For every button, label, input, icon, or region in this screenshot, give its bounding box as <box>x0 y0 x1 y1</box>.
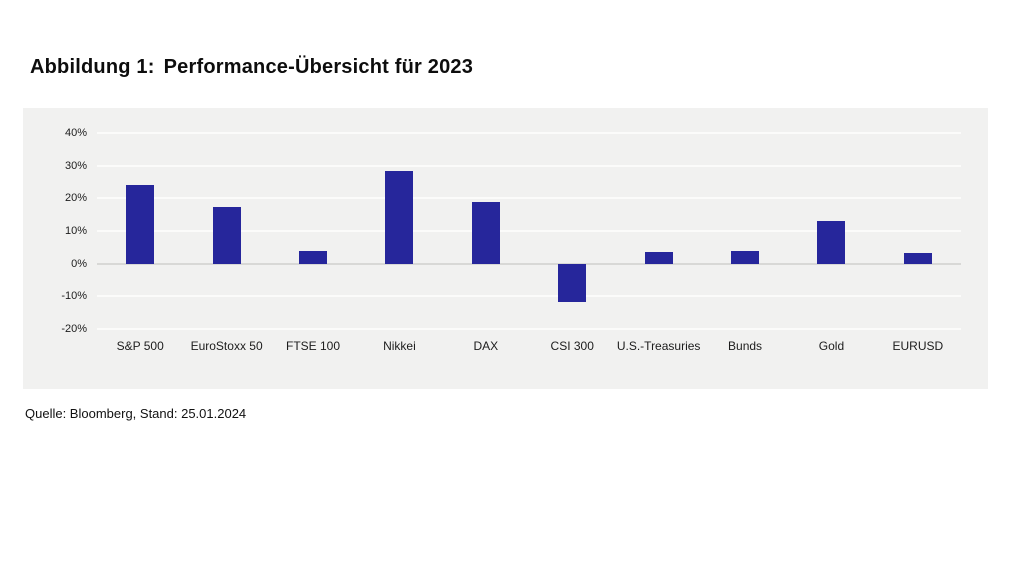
gridline <box>97 132 961 134</box>
gridline <box>97 295 961 298</box>
gridline <box>97 164 961 167</box>
gridline <box>97 328 961 330</box>
bar-u-s-treasuries <box>644 251 673 264</box>
x-category-label: Nikkei <box>383 339 416 353</box>
bar-s-p-500 <box>126 184 155 264</box>
bar-gold <box>817 221 846 264</box>
y-tick-label: -10% <box>61 290 87 303</box>
bar-ftse-100 <box>299 251 327 264</box>
source-note: Quelle: Bloomberg, Stand: 25.01.2024 <box>25 406 247 421</box>
y-tick-label: 10% <box>64 225 87 237</box>
y-tick-label: 0% <box>71 257 87 270</box>
bar-nikkei <box>385 170 414 264</box>
y-tick-label: 30% <box>64 159 87 172</box>
bar-eurostoxx-50 <box>212 206 241 264</box>
page-title: Abbildung 1: Performance-Übersicht für 20… <box>30 56 473 79</box>
plot-area <box>97 132 961 330</box>
bar-csi-300 <box>558 263 587 302</box>
chart-panel: 40% 30% 20% 10% 0% -10% -20% S&P 500 EuroStoxx … <box>23 108 988 389</box>
x-axis: S&P 500 EuroStoxx 50 FTSE 100 Nikkei DAX CSI … <box>97 339 961 357</box>
bar-eurusd <box>903 253 932 264</box>
x-category-label: EURUSD <box>892 339 944 353</box>
x-category-label: DAX <box>473 339 499 353</box>
zero-gridline <box>97 262 961 265</box>
gridline <box>97 197 961 200</box>
y-axis: 40% 30% 20% 10% 0% -10% -20% <box>23 127 87 335</box>
figure-number-label: Abbildung 1: <box>30 56 155 78</box>
figure-title-text: Performance-Übersicht für 2023 <box>163 56 474 78</box>
y-tick-label: -20% <box>61 323 87 335</box>
x-category-label: S&P 500 <box>116 339 164 353</box>
y-tick-label: 40% <box>64 127 87 139</box>
x-category-label: EuroStoxx 50 <box>190 339 263 353</box>
x-category-label: Gold <box>818 339 845 353</box>
x-category-label: Bunds <box>728 339 763 353</box>
gridline <box>97 230 961 232</box>
x-category-label: CSI 300 <box>550 339 594 353</box>
x-category-label: FTSE 100 <box>286 339 341 353</box>
x-category-label: U.S.-Treasuries <box>616 339 701 353</box>
bar-bunds <box>731 250 759 264</box>
y-tick-label: 20% <box>64 192 87 205</box>
bar-dax <box>471 201 500 264</box>
